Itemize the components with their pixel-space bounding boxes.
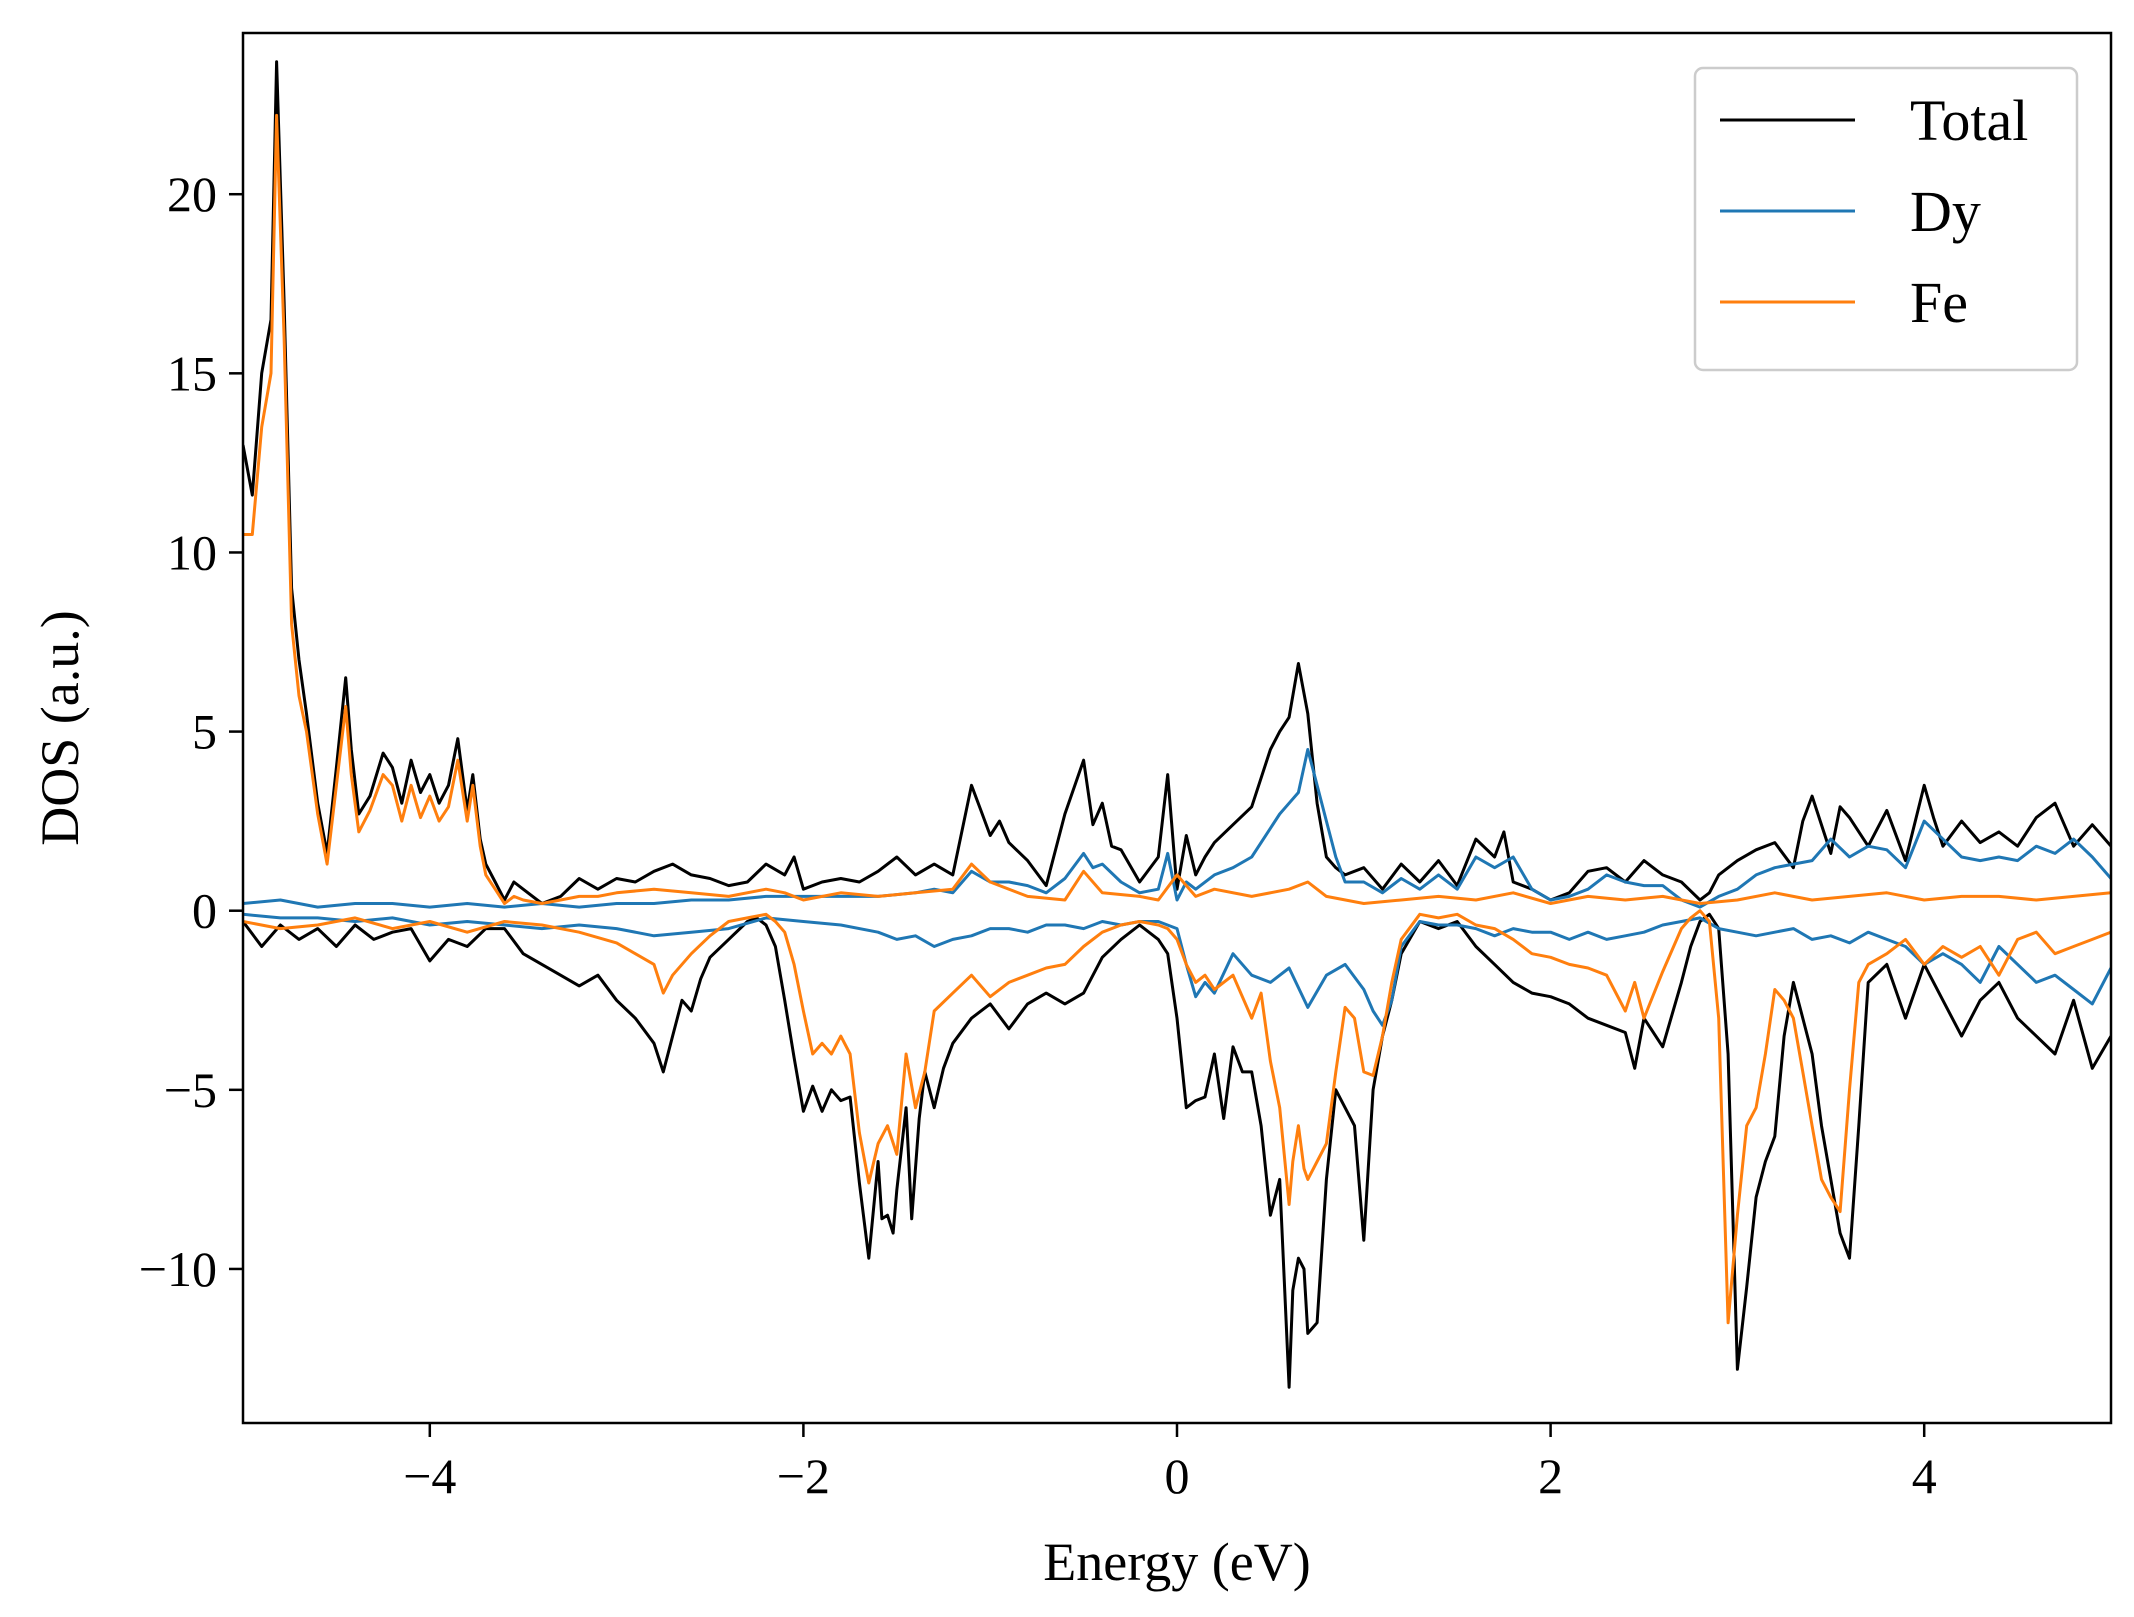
x-tick-label: 2 [1538,1448,1563,1504]
y-tick-label: 0 [192,883,217,939]
series-line-dy-spin-down [243,912,2111,1027]
x-tick-label: 0 [1165,1448,1190,1504]
y-axis-label: DOS (a.u.) [30,610,90,845]
y-tick-label: −10 [139,1241,217,1297]
y-tick-label: −5 [164,1062,217,1118]
y-tick-label: 5 [192,704,217,760]
y-tick-label: 15 [167,345,217,401]
legend-box [1693,66,2079,372]
series-line-total-spin-down [243,912,2111,1389]
x-axis-label: Energy (eV) [1043,1532,1310,1592]
legend-label-total: Total [1910,88,2028,153]
series-line-fe-spin-up [243,113,2111,905]
series-line-fe-spin-down [243,909,2111,1325]
x-tick-label: 4 [1912,1448,1937,1504]
series-layer [243,60,2111,1389]
y-tick-label: 10 [167,524,217,580]
x-axis: −4 −2 0 2 4 [403,1423,1937,1504]
legend-label-fe: Fe [1910,270,1968,335]
legend-label-dy: Dy [1910,179,1981,244]
y-axis: −10 −5 0 5 10 15 20 [139,166,243,1297]
x-tick-label: −4 [403,1448,456,1504]
legend: Total Dy Fe [1693,66,2079,372]
x-tick-label: −2 [777,1448,830,1504]
y-tick-label: 20 [167,166,217,222]
series-line-total-spin-up [243,60,2111,905]
